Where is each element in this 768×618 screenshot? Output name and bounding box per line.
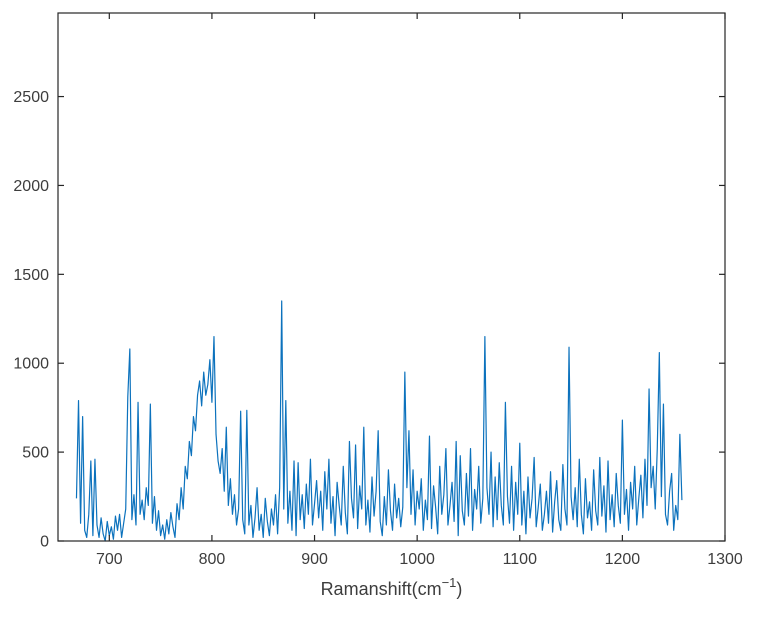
x-tick-label: 700 — [96, 551, 123, 568]
x-tick-label: 1100 — [503, 551, 538, 568]
x-tick-label: 1000 — [399, 551, 435, 568]
x-tick-label: 900 — [301, 551, 328, 568]
y-tick-label: 1000 — [13, 356, 49, 373]
x-tick-label: 800 — [199, 551, 226, 568]
y-tick-label: 2500 — [13, 89, 49, 106]
x-tick-label: 1300 — [707, 551, 743, 568]
y-tick-label: 1500 — [13, 267, 49, 284]
y-tick-label: 2000 — [13, 178, 49, 195]
spectrum-line — [75, 300, 683, 542]
x-axis-label: Ramanshift(cm−1) — [321, 575, 463, 599]
x-tick-label: 1200 — [605, 551, 641, 568]
y-tick-label: 0 — [40, 534, 49, 551]
y-tick-label: 500 — [22, 445, 49, 462]
axes-box — [57, 12, 726, 542]
